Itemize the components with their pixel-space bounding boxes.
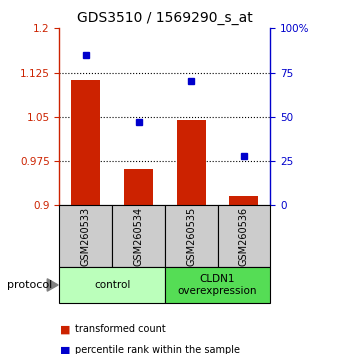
Bar [59, 205, 112, 267]
Bar [165, 205, 218, 267]
Text: transformed count: transformed count [75, 324, 166, 334]
Text: GSM260534: GSM260534 [134, 207, 143, 266]
Polygon shape [47, 279, 58, 291]
Bar [59, 267, 165, 303]
Bar [218, 205, 270, 267]
Text: control: control [94, 280, 130, 290]
Bar [124, 169, 153, 205]
Bar [177, 120, 206, 205]
Text: protocol: protocol [7, 280, 52, 290]
Bar [112, 205, 165, 267]
Text: CLDN1
overexpression: CLDN1 overexpression [178, 274, 257, 296]
Bar [165, 267, 270, 303]
Text: GSM260533: GSM260533 [81, 207, 91, 266]
Text: ■: ■ [59, 346, 70, 354]
Text: ■: ■ [59, 324, 70, 334]
Bar [71, 80, 100, 205]
Text: GSM260536: GSM260536 [239, 207, 249, 266]
Bar [230, 196, 258, 205]
Text: percentile rank within the sample: percentile rank within the sample [75, 346, 240, 354]
Title: GDS3510 / 1569290_s_at: GDS3510 / 1569290_s_at [77, 11, 253, 24]
Text: GSM260535: GSM260535 [186, 207, 196, 266]
